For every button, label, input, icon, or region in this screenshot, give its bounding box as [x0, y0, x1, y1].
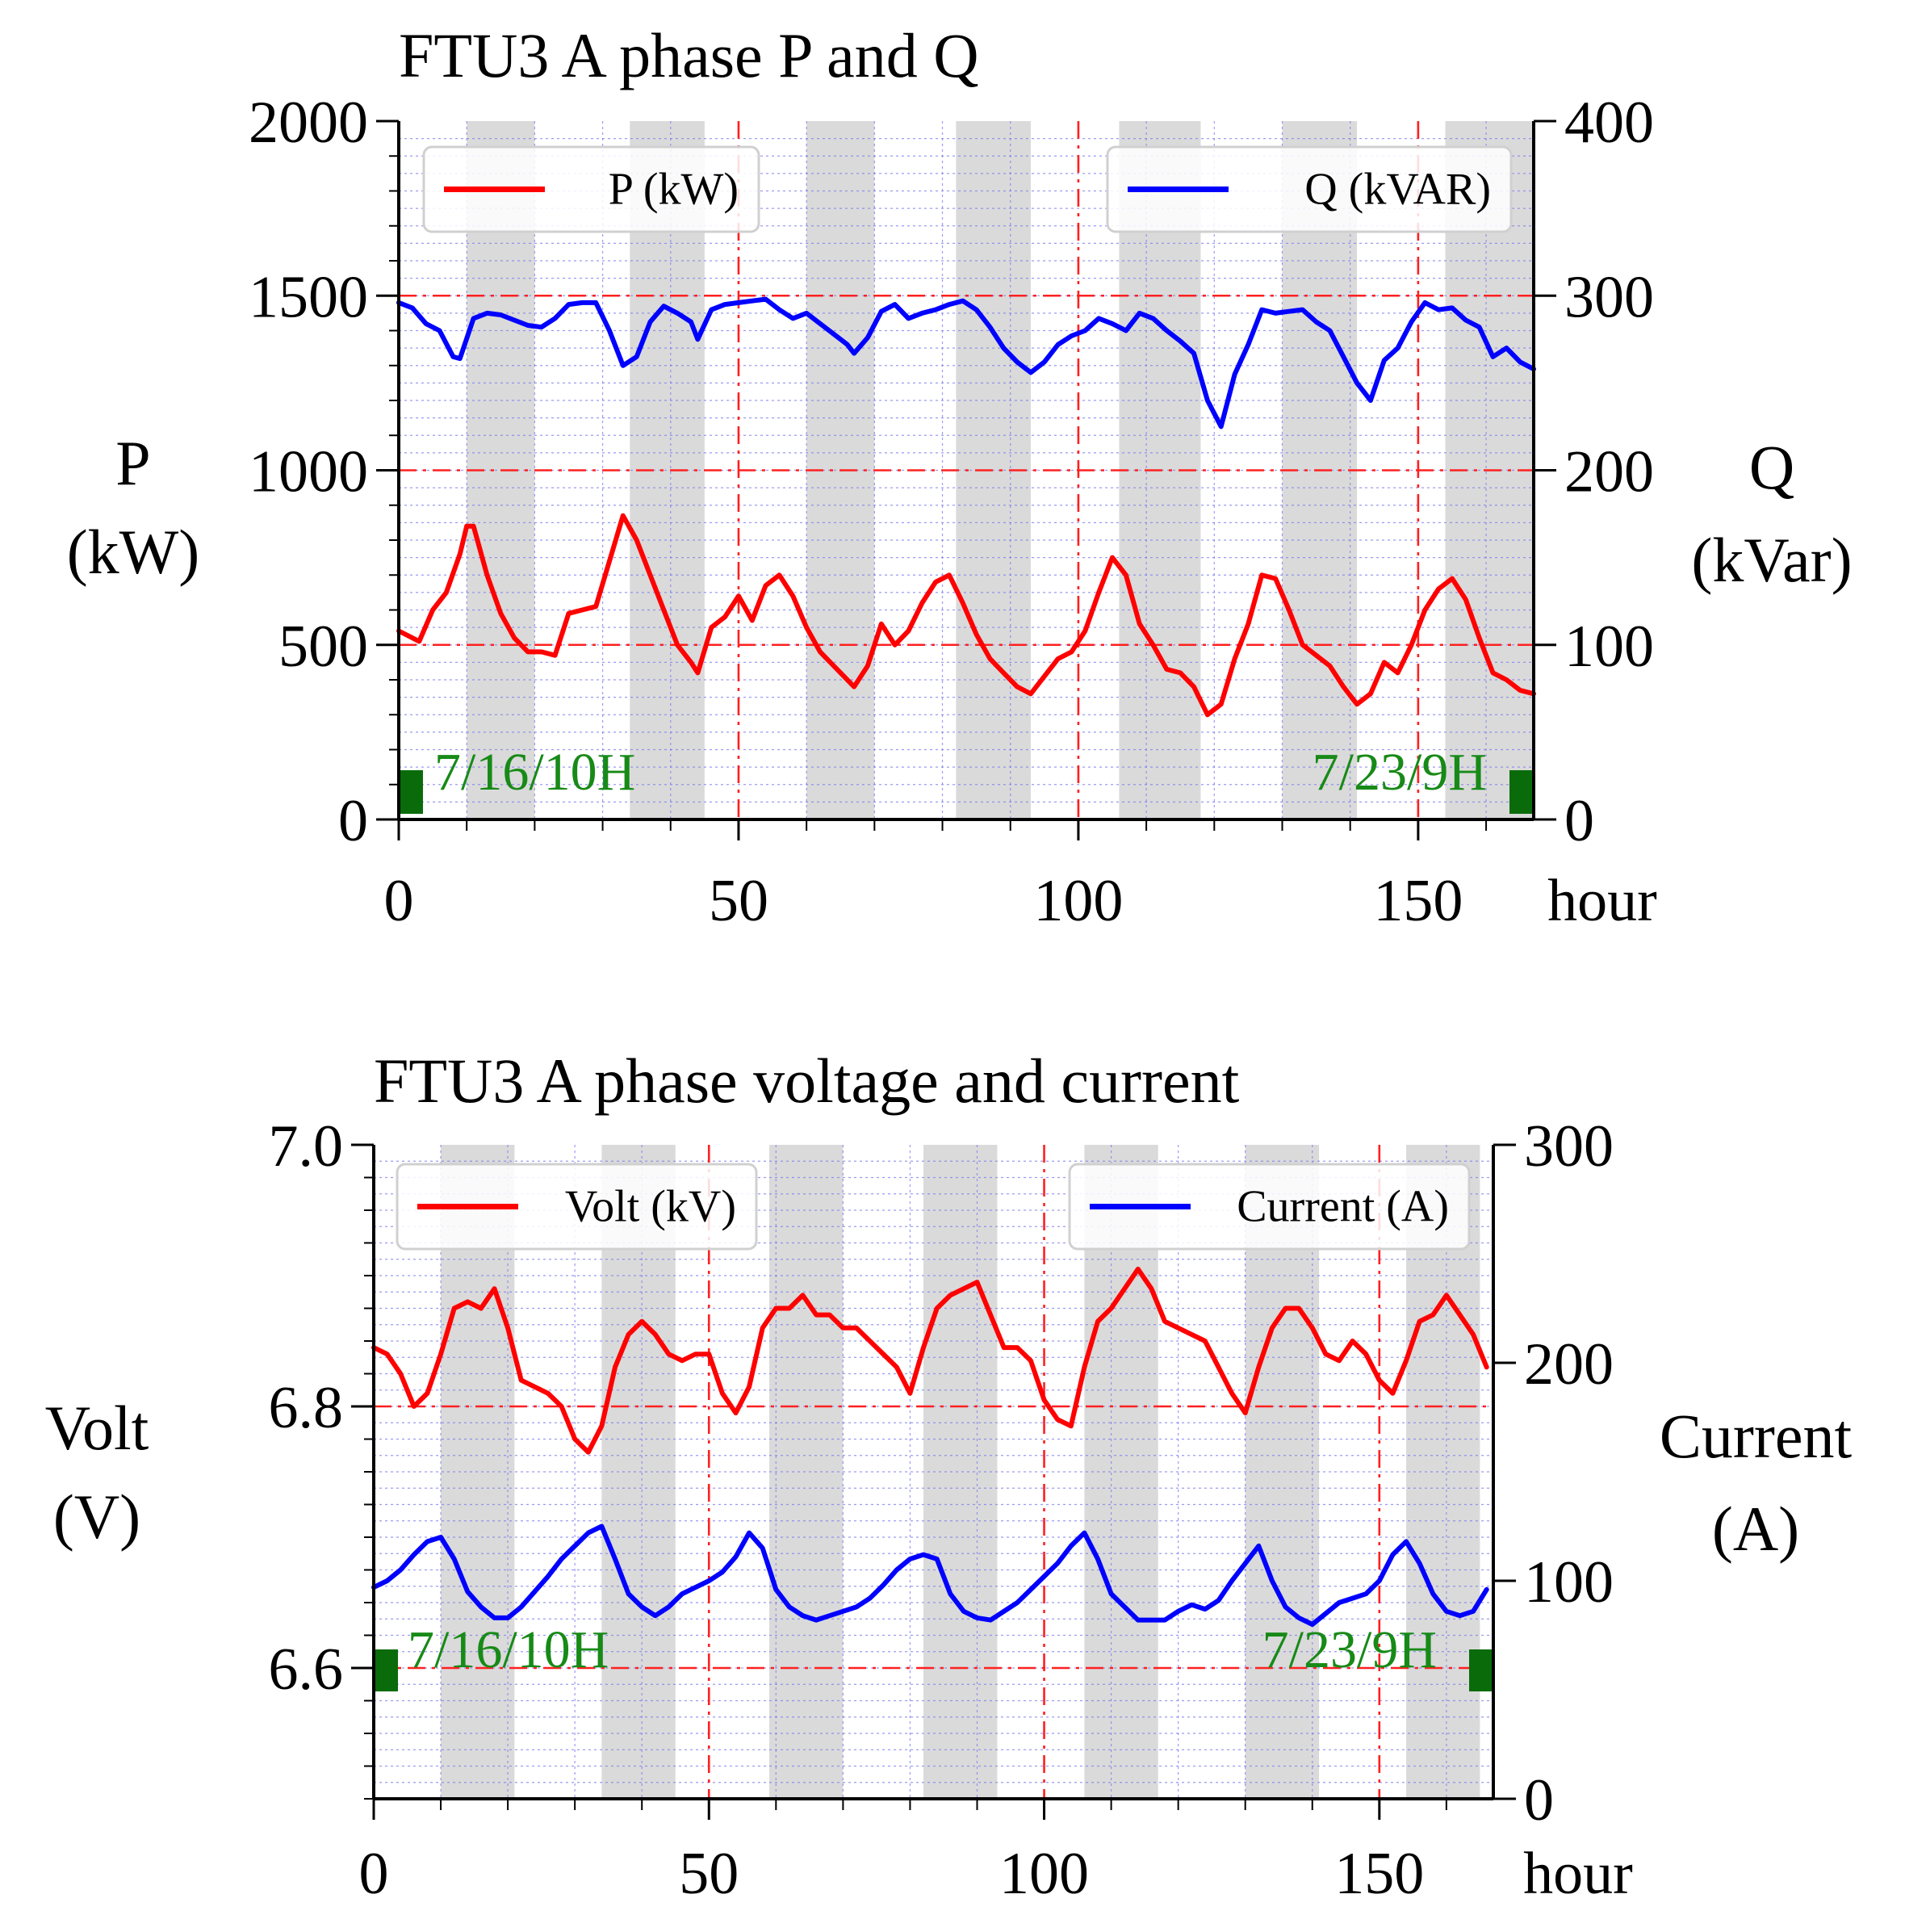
y-tick-label: 6.8: [269, 1375, 344, 1441]
x-tick-label: 150: [1373, 868, 1463, 934]
x-tick-label: 50: [709, 868, 768, 934]
legend-label: Volt (kV): [565, 1182, 736, 1232]
x-tick-label: 0: [384, 868, 414, 934]
y2-tick-label: 300: [1524, 1113, 1614, 1180]
legend-label: Q (kVAR): [1304, 165, 1491, 215]
x-tick-label: 150: [1334, 1841, 1424, 1907]
legend-label: Current (A): [1237, 1182, 1449, 1232]
series-line-left: [371, 1266, 1489, 1455]
y2-tick-label: 0: [1564, 788, 1594, 854]
pq-chart: 0 500 1000 1500 2000 0 100 200 300 400 0 50 100 150 ho…: [67, 20, 1853, 934]
y2-tick-label: 100: [1564, 614, 1654, 680]
y2-axis-unit: (A): [1712, 1494, 1799, 1564]
end-marker-label: 7/23/9H: [1313, 743, 1487, 802]
y2-tick-label: 200: [1524, 1331, 1614, 1398]
y-tick-label: 2000: [249, 90, 368, 156]
x-axis-label: hour: [1547, 868, 1657, 934]
legend-box: [396, 1163, 758, 1251]
y-tick-label: 0: [338, 788, 368, 854]
legend-box: [1106, 145, 1513, 233]
start-marker-label: 7/16/10H: [434, 743, 635, 802]
y2-tick-label: 400: [1564, 90, 1654, 156]
y2-axis-label: Current: [1660, 1401, 1853, 1471]
y2-axis-unit: (kVar): [1691, 525, 1852, 595]
end-marker-label: 7/23/9H: [1262, 1620, 1437, 1679]
x-tick-label: 100: [999, 1841, 1089, 1907]
y2-tick-label: 200: [1564, 439, 1654, 505]
voltage-current-chart: 6.6 6.8 7.0 0 100 200 300 0 50 100 150 hour Volt (V) C…: [45, 1046, 1853, 1907]
y2-tick-label: 300: [1564, 264, 1654, 330]
y-axis-label: Volt: [45, 1393, 149, 1463]
y2-tick-label: 0: [1524, 1767, 1554, 1834]
series-line-right: [396, 296, 1536, 430]
x-tick-label: 0: [359, 1841, 389, 1907]
start-marker: [375, 1649, 398, 1691]
x-tick-label: 100: [1033, 868, 1123, 934]
chart-title: FTU3 A phase voltage and current: [374, 1046, 1240, 1116]
series-line-right: [371, 1523, 1489, 1627]
series-line-left: [396, 513, 1536, 718]
start-marker-label: 7/16/10H: [408, 1620, 609, 1679]
y-axis-label: P: [115, 428, 150, 498]
y2-tick-label: 100: [1524, 1549, 1614, 1616]
y-tick-label: 6.6: [269, 1637, 344, 1703]
start-marker: [400, 770, 423, 814]
y-axis-unit: (V): [53, 1481, 140, 1552]
legend-box: [422, 145, 760, 233]
legend-label: P (kW): [609, 165, 739, 215]
x-axis-label: hour: [1523, 1841, 1633, 1907]
y-tick-label: 1500: [249, 264, 368, 330]
y2-axis-label: Q: [1749, 432, 1794, 502]
chart-title: FTU3 A phase P and Q: [399, 20, 979, 90]
end-marker: [1469, 1649, 1492, 1691]
y-axis-unit: (kW): [67, 517, 200, 587]
y-tick-label: 500: [278, 614, 368, 680]
y-tick-label: 1000: [249, 439, 368, 505]
x-tick-label: 50: [679, 1841, 739, 1907]
y-tick-label: 7.0: [269, 1113, 344, 1180]
legend-box: [1068, 1163, 1471, 1251]
end-marker: [1509, 770, 1532, 814]
